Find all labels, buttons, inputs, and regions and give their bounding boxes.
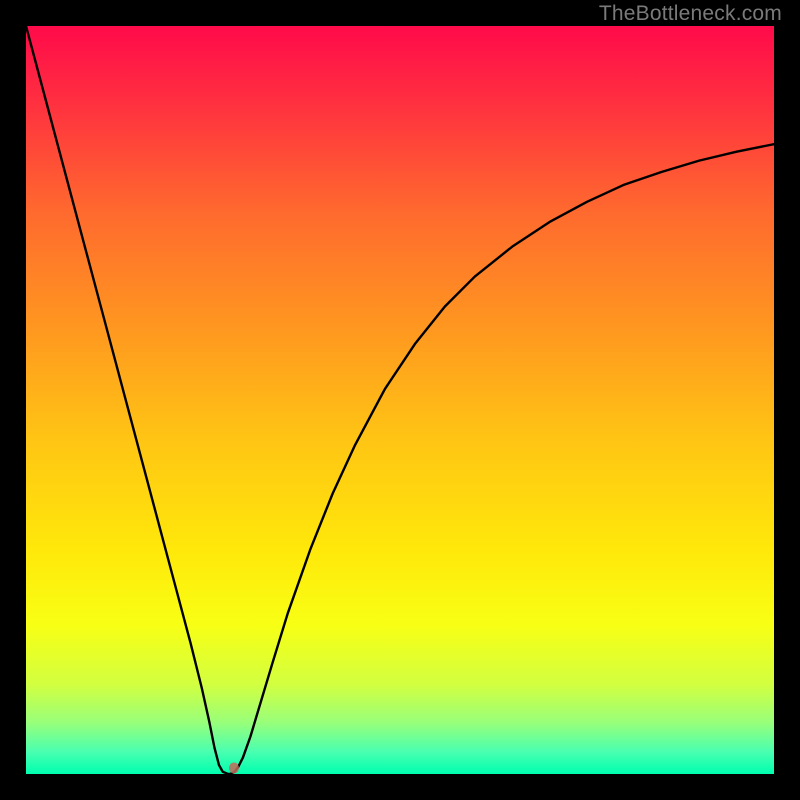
watermark-text: TheBottleneck.com [599,2,782,26]
chart-root: TheBottleneck.com [0,0,800,800]
chart-background [26,26,774,774]
plot-area [26,26,774,774]
chart-svg [26,26,774,774]
optimal-point-marker [229,763,239,774]
